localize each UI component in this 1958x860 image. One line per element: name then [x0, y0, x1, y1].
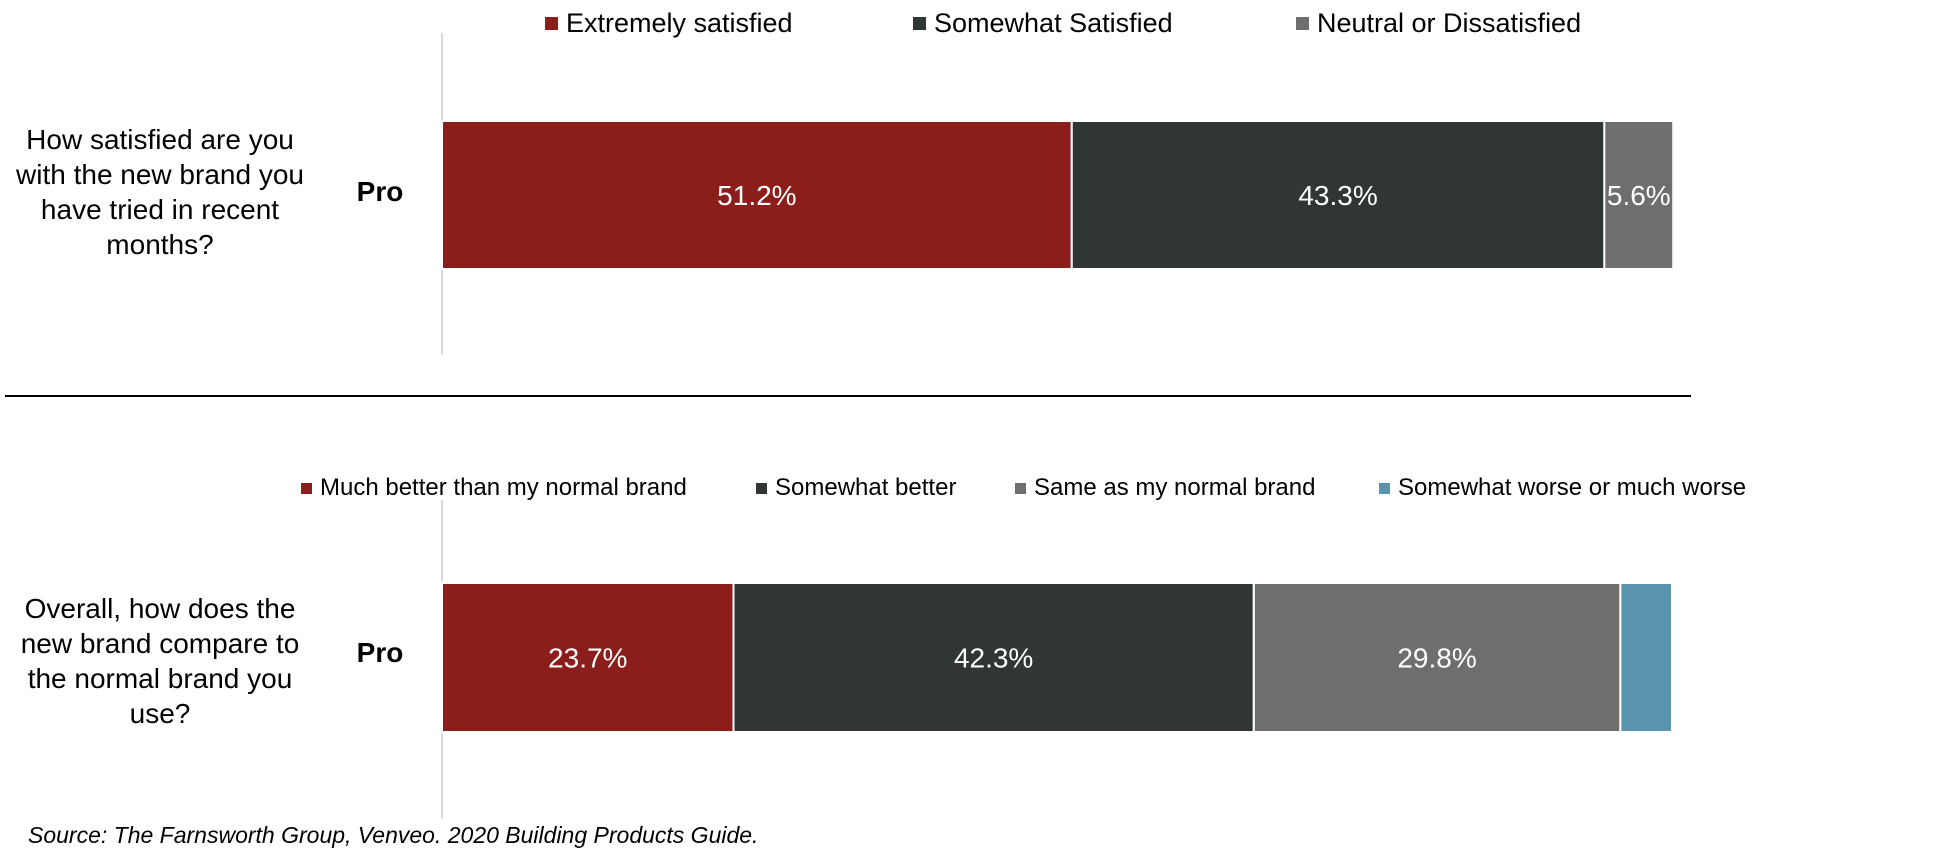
legend-item-same-as-normal: Same as my normal brand	[1015, 474, 1315, 502]
source-note: Source: The Farnsworth Group, Venveo. 20…	[28, 822, 759, 848]
legend-item-neutral-or-dissatisfied: Neutral or Dissatisfied	[1296, 8, 1581, 39]
legend-label: Extremely satisfied	[566, 8, 793, 38]
category-label-pro: Pro	[356, 637, 404, 668]
question-comparison: Overall, how does the new brand compare …	[20, 593, 300, 729]
bar-segment-extremely-satisfied	[441, 120, 1073, 270]
legend-item-extremely-satisfied: Extremely satisfied	[545, 8, 793, 39]
data-label: 43.3%	[1298, 180, 1377, 211]
legend-label: Neutral or Dissatisfied	[1317, 8, 1582, 38]
legend-label: Somewhat Satisfied	[934, 8, 1173, 38]
legend-swatch	[1379, 482, 1390, 494]
legend-item-somewhat-better: Somewhat better	[756, 474, 956, 502]
question-satisfaction: How satisfied are you with the new brand…	[16, 124, 304, 260]
data-label: 5.6%	[1607, 180, 1671, 211]
legend-swatch	[1015, 482, 1026, 494]
bar-segment-somewhat-satisfied	[1070, 120, 1606, 270]
legend-swatch	[545, 17, 558, 30]
legend-swatch	[1296, 17, 1309, 30]
bar-segment-much-better-than-my-normal-brand	[441, 582, 735, 733]
legend-item-somewhat-satisfied: Somewhat Satisfied	[913, 8, 1173, 39]
legend-item-somewhat-worse: Somewhat worse or much worse	[1379, 474, 1746, 502]
legend-swatch	[913, 17, 926, 30]
data-label: 23.7%	[548, 643, 627, 674]
bar-segment-somewhat-worse-or-much-worse	[1619, 582, 1673, 733]
bar-segment-somewhat-better	[732, 582, 1255, 733]
legend-item-much-better: Much better than my normal brand	[301, 474, 687, 502]
data-label: 29.8%	[1397, 643, 1476, 674]
legend-swatch	[301, 482, 312, 494]
legend-label: Same as my normal brand	[1034, 474, 1316, 501]
legend-swatch	[756, 482, 767, 494]
data-label: 51.2%	[717, 180, 796, 211]
legend-label: Somewhat worse or much worse	[1398, 474, 1747, 501]
legend-label: Much better than my normal brand	[320, 474, 687, 501]
bar-segment-same-as-my-normal-brand	[1252, 582, 1622, 733]
section-divider	[5, 395, 1691, 397]
legend-label: Somewhat better	[775, 474, 957, 501]
data-label: 42.3%	[954, 643, 1033, 674]
category-label-pro: Pro	[356, 176, 404, 207]
bar-segment-neutral-or-dissatisfied	[1603, 120, 1675, 270]
